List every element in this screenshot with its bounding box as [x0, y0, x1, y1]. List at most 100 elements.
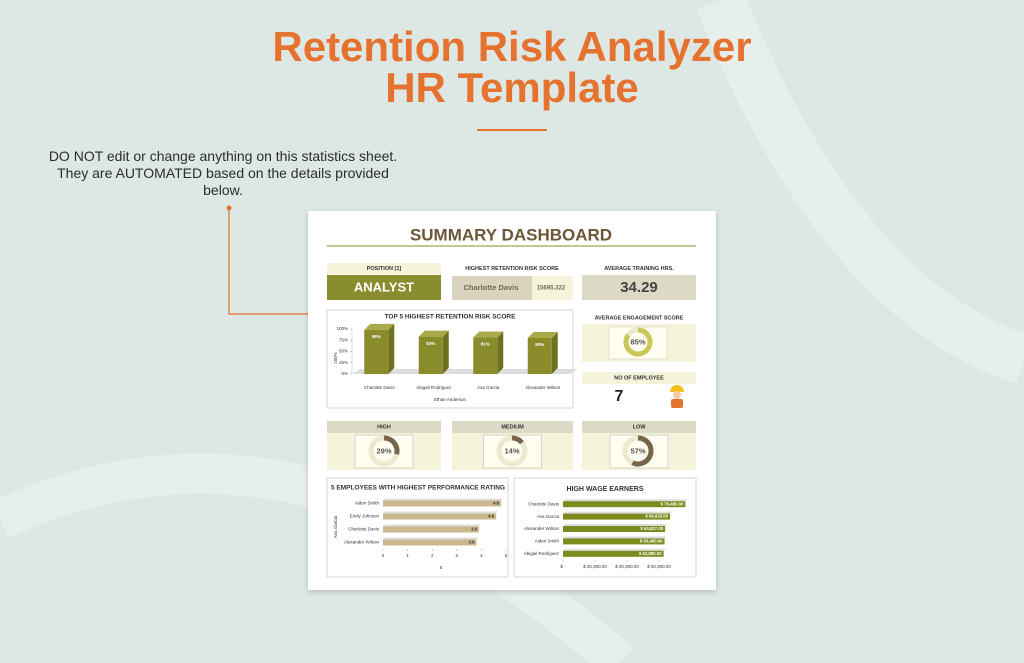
data-label: $ 63,827.00	[640, 526, 663, 531]
donut-label: 85%	[630, 337, 645, 346]
bar-top	[563, 548, 666, 551]
y-tick-label: Alexander Wilson	[344, 540, 380, 545]
bar-top	[383, 537, 479, 540]
y-tick-label: Emily Johnson	[350, 514, 380, 519]
y-tick-label: Abigail Rodriguez	[524, 551, 560, 556]
arrow	[228, 208, 322, 315]
x-tick-label: 2	[431, 553, 434, 558]
x-tick-label: 4	[480, 553, 483, 558]
bar-side	[497, 331, 504, 374]
worker-icon	[670, 385, 684, 408]
x-tick-label: Charlotte Davis	[364, 385, 396, 390]
x-tick-label: 1	[406, 553, 409, 558]
card-label-bg	[327, 263, 441, 274]
x-tick-label: 0	[382, 553, 385, 558]
donut-label: 14%	[504, 446, 519, 455]
bar	[383, 539, 477, 546]
data-label: 3.9	[471, 527, 478, 532]
x-tick-label: $ -	[560, 564, 566, 569]
bar	[563, 501, 686, 508]
data-label: $ 62,880.00	[639, 551, 662, 556]
bar	[383, 526, 479, 533]
training-value: 34.29	[620, 279, 658, 296]
chart-title: TOP 5 HIGHEST RETENTION RISK SCORE	[385, 314, 517, 321]
bar-top	[563, 524, 668, 526]
arrow-dot	[226, 205, 232, 211]
data-label: 81%	[481, 342, 490, 347]
data-label: 3.8	[468, 540, 475, 545]
y-axis-label: Ava Garcia	[333, 515, 338, 538]
y-tick-label: Charlotte Davis	[348, 527, 380, 532]
card-label: AVERAGE ENGAGEMENT SCORE	[595, 315, 684, 321]
instruction-note: DO NOT edit or change anything on this s…	[48, 148, 398, 198]
data-label: $ 66,925.00	[645, 514, 668, 519]
bar-side	[442, 330, 449, 374]
donut-label: 57%	[630, 446, 645, 455]
employees-value: 7	[615, 388, 624, 405]
bg-swirl	[0, 453, 634, 663]
data-label: 4.6	[488, 514, 495, 519]
card-label: HIGH	[377, 424, 391, 430]
bar-top	[383, 498, 504, 501]
bar-top	[563, 499, 688, 502]
x-tick-label: 3	[456, 553, 459, 558]
risk-name: Charlotte Davis	[463, 283, 518, 292]
x-axis-label: 5	[440, 565, 443, 570]
position-value: ANALYST	[354, 279, 414, 294]
x-tick-label: $ 40,000.00	[615, 564, 639, 569]
y-tick-label: Ava Garcia	[537, 514, 560, 519]
x-tick-label: 5	[505, 553, 508, 558]
bar	[473, 337, 498, 374]
data-label: 4.8	[493, 501, 500, 506]
y-tick-label: 75%	[339, 337, 348, 342]
card-label-bg	[582, 421, 696, 433]
x-tick-label: Abigail Rodriguez	[416, 385, 452, 390]
bar-top	[473, 331, 504, 338]
data-label: 98%	[372, 334, 381, 339]
employees-label: NO OF EMPLOYEE	[614, 375, 664, 381]
donut-arc	[511, 435, 524, 445]
bar-top	[527, 332, 558, 338]
bar-top	[383, 524, 481, 527]
card-value-bg	[582, 275, 696, 300]
y-tick-label: Aiden Smith	[355, 501, 380, 506]
card-label: MEDIUM	[501, 424, 524, 430]
bar-top	[364, 323, 395, 330]
card-value-bg	[452, 276, 532, 300]
page-title: Retention Risk Analyzer	[272, 23, 752, 70]
bar-top	[383, 511, 499, 514]
x-tick-label: Alexander Wilson	[525, 385, 561, 390]
x-axis-label: Ethan Anderson	[434, 397, 467, 402]
y-tick-label: Aiden Smith	[535, 539, 560, 544]
page-title: HR Template	[385, 64, 639, 111]
bar-side	[551, 332, 558, 374]
bar	[418, 336, 443, 374]
bar	[563, 550, 664, 557]
card-label-bg	[582, 372, 696, 384]
bar	[383, 513, 497, 520]
bar	[563, 526, 666, 532]
data-label: 83%	[426, 341, 435, 346]
bar-side	[388, 323, 395, 374]
chart-floor	[352, 369, 578, 374]
y-axis-label: 100%	[333, 352, 338, 364]
chart-title: HIGH WAGE EARNERS	[566, 486, 643, 493]
card-label-bg	[452, 421, 573, 433]
y-tick-label: 100%	[336, 326, 348, 331]
risk-score: 15695.322	[537, 286, 566, 292]
risk-label: HIGHEST RETENTION RISK SCORE	[465, 266, 559, 272]
bar	[563, 538, 665, 545]
bar	[364, 329, 389, 374]
card-label: LOW	[633, 424, 647, 430]
donut-arc	[623, 327, 653, 357]
bar-top	[563, 536, 667, 539]
bar	[383, 500, 502, 507]
y-tick-label: 0%	[341, 371, 348, 376]
bar	[563, 513, 671, 520]
bg-swirl	[696, 0, 1024, 384]
data-label: $ 76,480.00	[661, 501, 684, 506]
x-tick-label: $ 20,000.00	[583, 564, 607, 569]
data-label: $ 63,480.00	[640, 539, 663, 544]
y-tick-label: 50%	[339, 349, 348, 354]
